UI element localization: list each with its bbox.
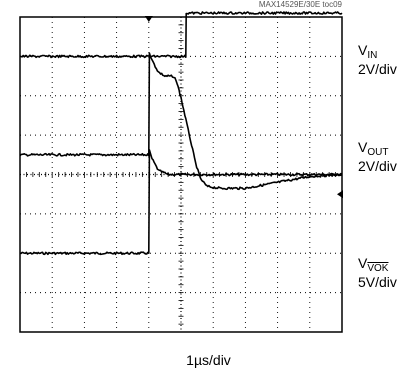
trigger-level-marker — [337, 190, 343, 199]
label-vout: VOUT 2V/div — [358, 139, 397, 174]
label-vin-scale: 2V/div — [358, 61, 397, 77]
label-vin: VIN 2V/div — [358, 42, 397, 77]
timebase-label: 1µs/div — [186, 352, 231, 368]
traces — [19, 11, 343, 256]
trace-vout — [19, 52, 343, 191]
trace-vin — [19, 149, 343, 256]
label-vok-sub: VOK — [367, 263, 389, 274]
doc-id: MAX14529E/30E toc09 — [259, 0, 343, 9]
label-vok-main: V — [358, 255, 368, 271]
label-vin-main: V — [358, 42, 368, 58]
label-vout-scale: 2V/div — [358, 158, 397, 174]
markers — [144, 16, 343, 199]
label-vok-scale: 5V/div — [358, 274, 397, 290]
label-vin-sub: IN — [367, 50, 378, 61]
trace-vok — [19, 11, 343, 59]
label-vout-main: V — [358, 139, 368, 155]
trigger-marker — [144, 16, 153, 22]
label-vok: VVOK 5V/div — [358, 255, 397, 290]
label-vout-sub: OUT — [367, 147, 389, 158]
